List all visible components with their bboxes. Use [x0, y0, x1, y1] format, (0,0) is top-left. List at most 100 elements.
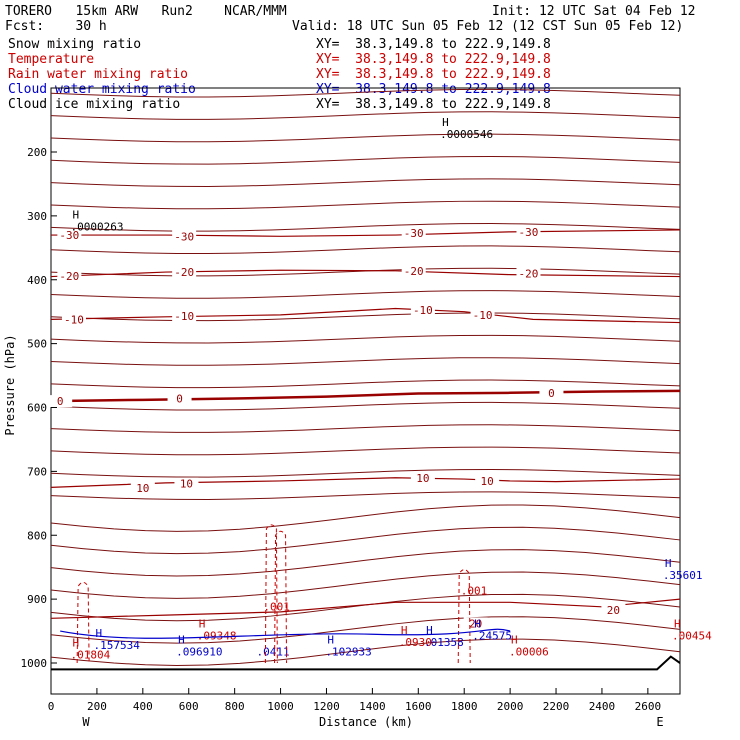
cloud-water-max-value: .157534	[94, 639, 141, 652]
rain-contour	[264, 524, 278, 664]
isentrope-line	[50, 334, 681, 344]
x-axis-label: Distance (km)	[319, 715, 413, 729]
x-tick-label: 2600	[635, 700, 662, 713]
model-title: TORERO 15km ARW Run2 NCAR/MMM	[5, 4, 287, 19]
isotherm-label-bg	[172, 310, 197, 323]
isentrope-line	[50, 549, 681, 577]
cloud-water-max-marker: H	[327, 633, 334, 646]
cloud-water-max-marker: H	[665, 557, 672, 570]
terrain-line	[51, 655, 681, 671]
isotherm-label: 20	[607, 604, 620, 617]
isotherm-label-bg	[57, 229, 82, 242]
rain-contour	[457, 569, 471, 664]
y-tick-label: 700	[27, 465, 47, 478]
x-tick-label: 600	[179, 700, 199, 713]
isotherm-label: -30	[59, 229, 79, 242]
isentrope-line	[50, 446, 681, 456]
cloud-water-max-marker: H	[426, 624, 433, 637]
y-tick-label: 400	[27, 274, 47, 287]
snow-max-marker: H	[73, 209, 80, 222]
y-tick-label: 300	[27, 210, 47, 223]
isentrope-line	[50, 504, 681, 532]
field-cloud-ice-xy: XY= 38.3,149.8 to 222.9,149.8	[316, 97, 551, 112]
y-tick-label: 1000	[21, 657, 48, 670]
cloud-water-max-value: .096910	[176, 645, 222, 658]
isotherm-label-bg	[130, 481, 155, 494]
y-tick-label: 800	[27, 529, 47, 542]
isentrope-line	[50, 245, 681, 255]
cloud-water-max-marker: H	[178, 633, 185, 646]
isotherm--10	[50, 307, 681, 324]
isotherm-0	[50, 389, 681, 403]
west-label: W	[82, 715, 90, 729]
isentrope-line	[50, 133, 681, 143]
isentrope-line	[50, 223, 681, 232]
isotherm-label-bg	[410, 471, 435, 484]
x-tick-label: 1800	[451, 700, 478, 713]
isotherm-label: 0	[548, 387, 555, 400]
isentrope-line	[50, 401, 681, 411]
isotherm-label-bg	[172, 266, 197, 279]
forecast-hour: Fcst: 30 h	[5, 19, 107, 34]
field-temperature-xy: XY= 38.3,149.8 to 222.9,149.8	[316, 52, 551, 67]
x-tick-label: 2200	[543, 700, 570, 713]
field-rain-xy: XY= 38.3,149.8 to 222.9,149.8	[316, 67, 551, 82]
cloud-water-max-marker: H	[474, 617, 481, 630]
isotherm-label: 10	[136, 482, 149, 495]
isotherm-label-bg	[167, 392, 192, 405]
valid-time: Valid: 18 UTC Sun 05 Feb 12 (12 CST Sun …	[292, 19, 684, 34]
isentrope-line	[50, 424, 681, 433]
rain-max-marker: H	[674, 617, 681, 630]
isotherm-label: -30	[404, 227, 424, 240]
isotherm-label-bg	[410, 303, 435, 316]
x-tick-label: 1200	[313, 700, 340, 713]
x-tick-label: 2400	[589, 700, 616, 713]
isentrope-line	[50, 200, 681, 210]
rain-max-value: .00006	[509, 645, 549, 658]
x-tick-label: 1000	[267, 700, 294, 713]
cloud-water-max-value: .24575	[472, 629, 512, 642]
rain-max-value: .01804	[71, 649, 111, 662]
isentrope-line	[50, 267, 681, 277]
x-tick-label: 400	[133, 700, 153, 713]
isentrope-line	[50, 379, 681, 389]
isotherm-label: -30	[174, 230, 194, 243]
rain-max-value: .09348	[197, 629, 237, 642]
isentrope-line	[50, 468, 681, 478]
rain-max-value: .0930	[399, 636, 432, 649]
y-tick-label: 600	[27, 402, 47, 415]
field-snow-xy: XY= 38.3,149.8 to 222.9,149.8	[316, 37, 551, 52]
x-tick-label: 2000	[497, 700, 524, 713]
isentrope-line	[50, 616, 681, 644]
field-cloud-ice-name: Cloud ice mixing ratio	[8, 97, 181, 112]
isentrope-line	[50, 290, 681, 299]
isotherm-label-bg	[516, 225, 541, 238]
isotherm-label-bg	[539, 386, 564, 399]
snow-max-value: .0000263	[71, 221, 124, 234]
isotherm-label-bg	[174, 477, 199, 490]
init-time: Init: 12 UTC Sat 04 Feb 12	[492, 4, 696, 19]
x-tick-label: 800	[225, 700, 245, 713]
rain-max-marker: H	[73, 637, 80, 650]
isotherm-label: 20	[469, 617, 482, 630]
rain-max-value: .001	[461, 585, 488, 598]
x-tick-label: 1600	[405, 700, 432, 713]
cloud-water-max-marker: H	[96, 627, 103, 640]
isotherm-label: 10	[180, 478, 193, 491]
isentrope-line	[50, 178, 681, 187]
cloud-water-contour	[60, 628, 511, 639]
isotherm-label-bg	[401, 227, 426, 240]
field-rain-name: Rain water mixing ratio	[8, 67, 189, 82]
field-cloud-water-name: Cloud water mixing ratio	[8, 82, 196, 97]
isotherm-label-bg	[516, 267, 541, 280]
isotherm-label: -10	[174, 310, 194, 323]
y-axis-label: Pressure (hPa)	[3, 334, 17, 435]
isotherm-label-bg	[601, 603, 626, 616]
isotherm-label: -20	[174, 266, 194, 279]
isentrope-line	[50, 111, 681, 120]
field-snow-name: Snow mixing ratio	[8, 37, 142, 52]
cloud-ice-max-marker: H	[442, 116, 449, 129]
isentrope-line	[50, 88, 681, 98]
isentrope-line	[50, 155, 681, 165]
